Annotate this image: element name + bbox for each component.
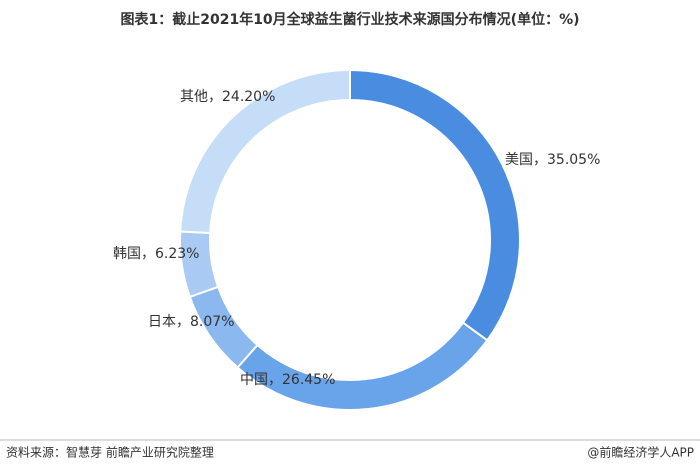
category-label: 美国 xyxy=(505,152,533,168)
label-separator: ， xyxy=(176,314,190,330)
slice-label: 其他，24.20% xyxy=(180,89,275,105)
label-separator: ， xyxy=(533,152,547,168)
slice-label: 美国，35.05% xyxy=(505,152,600,168)
donut-slice xyxy=(236,321,489,411)
slice-label: 日本，8.07% xyxy=(148,314,234,330)
donut-slice xyxy=(179,68,351,235)
category-label: 韩国 xyxy=(113,246,141,262)
label-separator: ， xyxy=(208,89,222,105)
label-separator: ， xyxy=(268,372,282,388)
category-label: 中国 xyxy=(240,372,268,388)
credit: @前瞻经济学人APP xyxy=(587,445,694,460)
label-separator: ， xyxy=(141,246,155,262)
donut-slice xyxy=(179,230,220,299)
donut-slice xyxy=(349,68,521,342)
category-label: 日本 xyxy=(148,314,176,330)
value-label: 8.07% xyxy=(190,314,234,330)
value-label: 24.20% xyxy=(222,89,275,105)
value-label: 6.23% xyxy=(155,246,199,262)
value-label: 26.45% xyxy=(282,372,335,388)
chart-title: 图表1：截止2021年10月全球益生菌行业技术来源国分布情况(单位：%) xyxy=(120,11,579,28)
source: 资料来源：智慧芽 前瞻产业研究院整理 xyxy=(6,445,214,460)
slice-label: 韩国，6.23% xyxy=(113,246,199,262)
slice-label: 中国，26.45% xyxy=(240,372,335,388)
category-label: 其他 xyxy=(180,89,208,105)
value-label: 35.05% xyxy=(547,152,600,168)
